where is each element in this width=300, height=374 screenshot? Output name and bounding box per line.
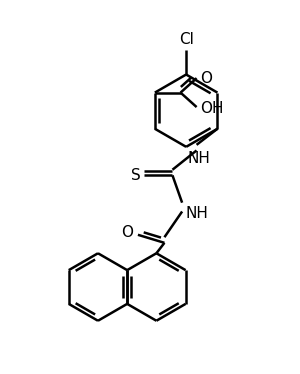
Text: OH: OH: [200, 101, 223, 116]
Text: O: O: [121, 225, 133, 240]
Text: Cl: Cl: [179, 32, 194, 47]
Text: NH: NH: [185, 206, 208, 221]
Text: S: S: [130, 168, 140, 183]
Text: O: O: [200, 71, 212, 86]
Text: NH: NH: [188, 151, 210, 166]
